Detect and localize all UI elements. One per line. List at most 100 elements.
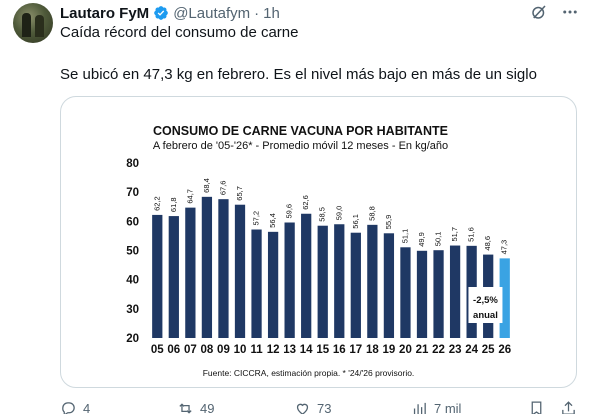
repost-button[interactable]: 49	[177, 400, 214, 414]
reply-button[interactable]: 4	[60, 400, 90, 414]
bar-value-label: 59,0	[334, 206, 343, 221]
bar	[201, 196, 213, 338]
bar-value-label: 51,7	[450, 227, 459, 242]
post-text-line1: Caída récord del consumo de carne	[60, 24, 299, 41]
bar	[400, 247, 411, 338]
x-tick-label: 12	[267, 344, 280, 356]
post-text-line2: Se ubicó en 47,3 kg en febrero. Es el ni…	[60, 66, 537, 83]
avatar-figure	[22, 13, 31, 37]
bar	[433, 250, 444, 338]
bar-value-label: 64,7	[185, 189, 194, 204]
chart-source: Fuente: CICCRA, estimación propia. * '24…	[202, 368, 415, 378]
x-tick-label: 15	[316, 344, 329, 356]
bar	[449, 245, 461, 338]
bar	[367, 224, 378, 338]
share-button[interactable]	[560, 400, 583, 414]
bar	[383, 233, 395, 338]
bar-value-label: 67,6	[218, 181, 227, 196]
bar-value-label: 56,4	[268, 213, 277, 228]
bar-value-label: 49,9	[417, 232, 426, 247]
bar	[416, 250, 428, 338]
bar-value-label: 50,1	[434, 232, 443, 247]
bar	[218, 199, 229, 338]
author-handle[interactable]: @Lautafym	[173, 4, 251, 22]
annotation-backdrop	[468, 287, 503, 323]
bar-value-label: 48,6	[483, 236, 492, 251]
x-tick-label: 06	[167, 344, 180, 356]
bar-value-label: 68,4	[202, 178, 211, 193]
repost-count: 49	[200, 401, 215, 414]
bar-value-label: 47,3	[500, 240, 509, 255]
views-button[interactable]: 7 mil	[411, 400, 461, 414]
bar-value-label: 56,1	[351, 214, 360, 229]
x-tick-label: 22	[432, 344, 445, 356]
like-count: 73	[317, 401, 332, 414]
views-chart-icon	[413, 402, 426, 414]
bar	[301, 213, 312, 338]
x-tick-label: 21	[416, 344, 429, 356]
y-tick-label: 60	[126, 216, 139, 228]
bar	[251, 229, 262, 338]
repost-icon	[179, 403, 192, 414]
like-button[interactable]: 73	[294, 400, 331, 414]
share-icon	[562, 401, 575, 414]
separator-dot: ·	[254, 4, 260, 22]
bar	[317, 225, 328, 338]
chart-image-card[interactable]: CONSUMO DE CARNE VACUNA POR HABITANTE A …	[60, 96, 577, 388]
more-options-icon[interactable]	[561, 3, 579, 21]
y-tick-label: 50	[126, 246, 139, 258]
y-tick-label: 20	[126, 333, 139, 345]
bar	[152, 214, 163, 338]
heart-icon	[296, 403, 309, 414]
x-tick-label: 14	[300, 344, 313, 356]
author-name[interactable]: Lautaro FyM	[60, 4, 150, 22]
x-tick-label: 23	[449, 344, 462, 356]
post-header: Lautaro FyM @Lautafym · 1h	[60, 3, 280, 23]
bar-chart: 20 30 40 50 60 70 80 62,2 05 61,8 06 64,7 07 68,4 08 67…	[126, 158, 511, 356]
bar-value-label: 59,6	[285, 204, 294, 219]
y-tick-label: 80	[126, 158, 139, 170]
bar-value-label: 51,1	[400, 229, 409, 244]
chart-title: CONSUMO DE CARNE VACUNA POR HABITANTE	[153, 124, 448, 138]
x-tick-label: 09	[217, 344, 230, 356]
y-tick-label: 30	[126, 304, 139, 316]
bar-value-label: 65,7	[235, 186, 244, 201]
x-tick-label: 13	[283, 344, 296, 356]
action-bar: 4 49 73 7 mil	[60, 400, 580, 414]
x-tick-label: 20	[399, 344, 412, 356]
y-tick-label: 70	[126, 187, 139, 199]
x-tick-label: 10	[234, 344, 247, 356]
bar	[350, 232, 361, 338]
bar-value-label: 57,2	[252, 211, 261, 226]
x-tick-label: 07	[184, 344, 197, 356]
x-tick-label: 11	[250, 344, 263, 356]
x-tick-label: 18	[366, 344, 379, 356]
x-tick-label: 08	[201, 344, 214, 356]
annotation-change: -2,5%	[473, 295, 498, 306]
x-tick-label: 25	[482, 344, 495, 356]
reply-count: 4	[83, 401, 91, 414]
grok-icon[interactable]	[530, 3, 548, 21]
x-tick-label: 19	[383, 344, 396, 356]
bar	[499, 258, 510, 338]
bar	[185, 207, 196, 338]
bookmark-icon	[531, 401, 542, 414]
bar-value-label: 55,9	[384, 215, 393, 230]
chart-subtitle: A febrero de '05-'26* - Promedio móvil 1…	[152, 140, 449, 152]
verified-badge-icon	[154, 6, 169, 20]
bookmark-button[interactable]	[528, 400, 551, 414]
x-tick-label: 05	[151, 344, 164, 356]
view-count: 7 mil	[434, 401, 462, 414]
post-time[interactable]: 1h	[263, 4, 280, 22]
x-tick-label: 26	[498, 344, 511, 356]
reply-icon	[62, 402, 75, 414]
bar-value-label: 62,6	[301, 195, 310, 210]
y-tick-label: 40	[126, 275, 139, 287]
x-tick-label: 17	[349, 344, 362, 356]
x-tick-label: 24	[465, 344, 478, 356]
bar	[234, 204, 246, 338]
bar	[267, 231, 279, 338]
annotation-period: anual	[473, 310, 498, 321]
bar-value-label: 62,2	[152, 196, 161, 211]
author-avatar[interactable]	[13, 3, 53, 43]
